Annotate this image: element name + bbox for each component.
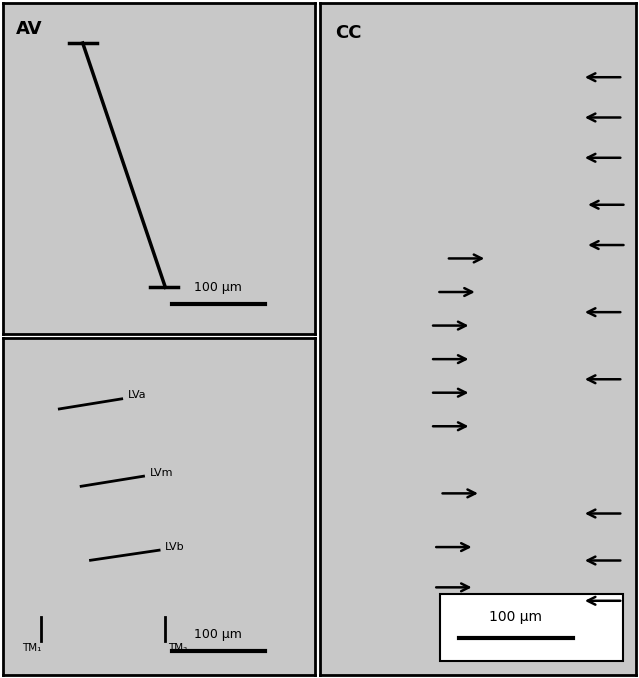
Text: TM₁: TM₁ [22, 643, 41, 653]
FancyBboxPatch shape [440, 594, 623, 661]
Text: LVm: LVm [150, 468, 173, 478]
Text: LVb: LVb [166, 542, 185, 552]
Text: 100 μm: 100 μm [194, 281, 242, 294]
Text: AV: AV [16, 20, 42, 38]
Text: CC: CC [335, 24, 362, 41]
Text: 100 μm: 100 μm [489, 610, 542, 624]
Text: 100 μm: 100 μm [194, 628, 242, 641]
Text: LVa: LVa [128, 391, 146, 401]
Text: TM₂: TM₂ [168, 643, 187, 653]
